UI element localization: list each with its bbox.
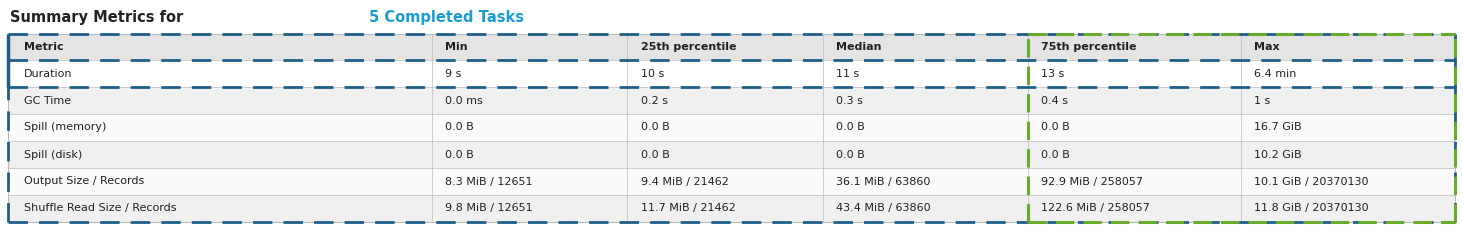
Bar bbox=[7, 195, 1456, 222]
Text: 6.4 min: 6.4 min bbox=[1254, 68, 1296, 78]
Text: Median: Median bbox=[835, 42, 881, 52]
Text: 75th percentile: 75th percentile bbox=[1042, 42, 1137, 52]
Text: 11.7 MiB / 21462: 11.7 MiB / 21462 bbox=[641, 204, 736, 214]
Text: Output Size / Records: Output Size / Records bbox=[23, 177, 145, 187]
Bar bbox=[7, 60, 1456, 87]
Text: 0.0 B: 0.0 B bbox=[445, 150, 474, 160]
Text: 0.0 ms: 0.0 ms bbox=[445, 96, 483, 105]
Text: Shuffle Read Size / Records: Shuffle Read Size / Records bbox=[23, 204, 177, 214]
Text: Min: Min bbox=[445, 42, 468, 52]
Text: 0.0 B: 0.0 B bbox=[1042, 150, 1069, 160]
Text: 5 Completed Tasks: 5 Completed Tasks bbox=[369, 10, 524, 25]
Text: 122.6 MiB / 258057: 122.6 MiB / 258057 bbox=[1042, 204, 1150, 214]
Text: 36.1 MiB / 63860: 36.1 MiB / 63860 bbox=[835, 177, 930, 187]
Text: Duration: Duration bbox=[23, 68, 73, 78]
Text: 25th percentile: 25th percentile bbox=[641, 42, 736, 52]
Text: 0.0 B: 0.0 B bbox=[445, 123, 474, 132]
Text: 1 s: 1 s bbox=[1254, 96, 1270, 105]
Text: 0.0 B: 0.0 B bbox=[835, 150, 865, 160]
Bar bbox=[7, 87, 1456, 114]
Text: 0.0 B: 0.0 B bbox=[1042, 123, 1069, 132]
Text: 9.4 MiB / 21462: 9.4 MiB / 21462 bbox=[641, 177, 729, 187]
Text: 16.7 GiB: 16.7 GiB bbox=[1254, 123, 1302, 132]
Text: 11.8 GiB / 20370130: 11.8 GiB / 20370130 bbox=[1254, 204, 1369, 214]
Bar bbox=[7, 34, 1456, 222]
Text: GC Time: GC Time bbox=[23, 96, 72, 105]
Text: 13 s: 13 s bbox=[1042, 68, 1065, 78]
Text: 0.3 s: 0.3 s bbox=[835, 96, 863, 105]
Text: 9 s: 9 s bbox=[445, 68, 462, 78]
Text: 0.2 s: 0.2 s bbox=[641, 96, 667, 105]
Text: 0.0 B: 0.0 B bbox=[641, 150, 669, 160]
Text: 10 s: 10 s bbox=[641, 68, 664, 78]
Text: 8.3 MiB / 12651: 8.3 MiB / 12651 bbox=[445, 177, 533, 187]
Text: Metric: Metric bbox=[23, 42, 64, 52]
Bar bbox=[7, 34, 1456, 60]
Text: 11 s: 11 s bbox=[835, 68, 859, 78]
Text: 92.9 MiB / 258057: 92.9 MiB / 258057 bbox=[1042, 177, 1144, 187]
Text: 10.2 GiB: 10.2 GiB bbox=[1254, 150, 1302, 160]
Text: Spill (disk): Spill (disk) bbox=[23, 150, 82, 160]
Text: 0.0 B: 0.0 B bbox=[641, 123, 669, 132]
Bar bbox=[7, 168, 1456, 195]
Text: 43.4 MiB / 63860: 43.4 MiB / 63860 bbox=[835, 204, 930, 214]
Text: Spill (memory): Spill (memory) bbox=[23, 123, 107, 132]
Text: Max: Max bbox=[1254, 42, 1280, 52]
Bar bbox=[7, 141, 1456, 168]
Text: 9.8 MiB / 12651: 9.8 MiB / 12651 bbox=[445, 204, 533, 214]
Text: Summary Metrics for: Summary Metrics for bbox=[10, 10, 189, 25]
Text: 10.1 GiB / 20370130: 10.1 GiB / 20370130 bbox=[1254, 177, 1368, 187]
Text: 0.0 B: 0.0 B bbox=[835, 123, 865, 132]
Text: 0.4 s: 0.4 s bbox=[1042, 96, 1068, 105]
Bar bbox=[7, 114, 1456, 141]
